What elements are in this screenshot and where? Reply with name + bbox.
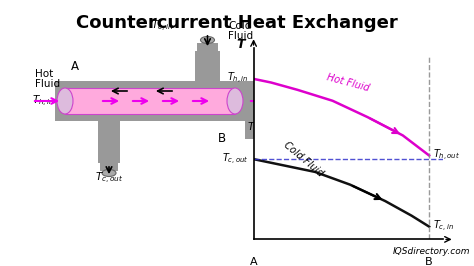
Bar [100, 162, 118, 171]
Text: A: A [71, 60, 79, 73]
Ellipse shape [227, 88, 243, 114]
Text: $T_{h,in}$: $T_{h,in}$ [32, 93, 55, 109]
Text: $T_{h,in}$: $T_{h,in}$ [227, 71, 248, 86]
Text: $T_{h,out}$: $T_{h,out}$ [247, 120, 276, 136]
Text: $T_{c,out}$: $T_{c,out}$ [222, 152, 248, 167]
Text: T: T [236, 38, 245, 51]
Text: Fluid: Fluid [35, 79, 60, 89]
Bar [245, 81, 255, 139]
Text: $T_{c,out}$: $T_{c,out}$ [95, 171, 123, 186]
Text: Hot: Hot [35, 69, 53, 79]
Text: $T_{c,in}$: $T_{c,in}$ [151, 18, 173, 34]
Text: Cold: Cold [228, 21, 251, 31]
Text: IQSdirectory.com: IQSdirectory.com [392, 247, 470, 256]
Text: Countercurrent Heat Exchanger: Countercurrent Heat Exchanger [76, 14, 398, 32]
Text: A: A [250, 257, 257, 266]
Text: $T_{c,in}$: $T_{c,in}$ [433, 219, 454, 234]
Bar [98, 121, 120, 163]
Bar [65, 88, 235, 114]
Ellipse shape [102, 169, 116, 177]
Text: $T_{h,out}$: $T_{h,out}$ [433, 148, 460, 163]
Text: B: B [218, 131, 226, 144]
Bar [195, 51, 220, 81]
Ellipse shape [57, 88, 73, 114]
Text: Hot Fluid: Hot Fluid [326, 72, 371, 93]
Text: Cold Fluid: Cold Fluid [282, 140, 326, 178]
Bar [197, 43, 218, 51]
Text: Fluid: Fluid [228, 31, 253, 41]
Ellipse shape [201, 36, 215, 44]
Bar [55, 81, 245, 121]
Text: B: B [425, 257, 433, 266]
